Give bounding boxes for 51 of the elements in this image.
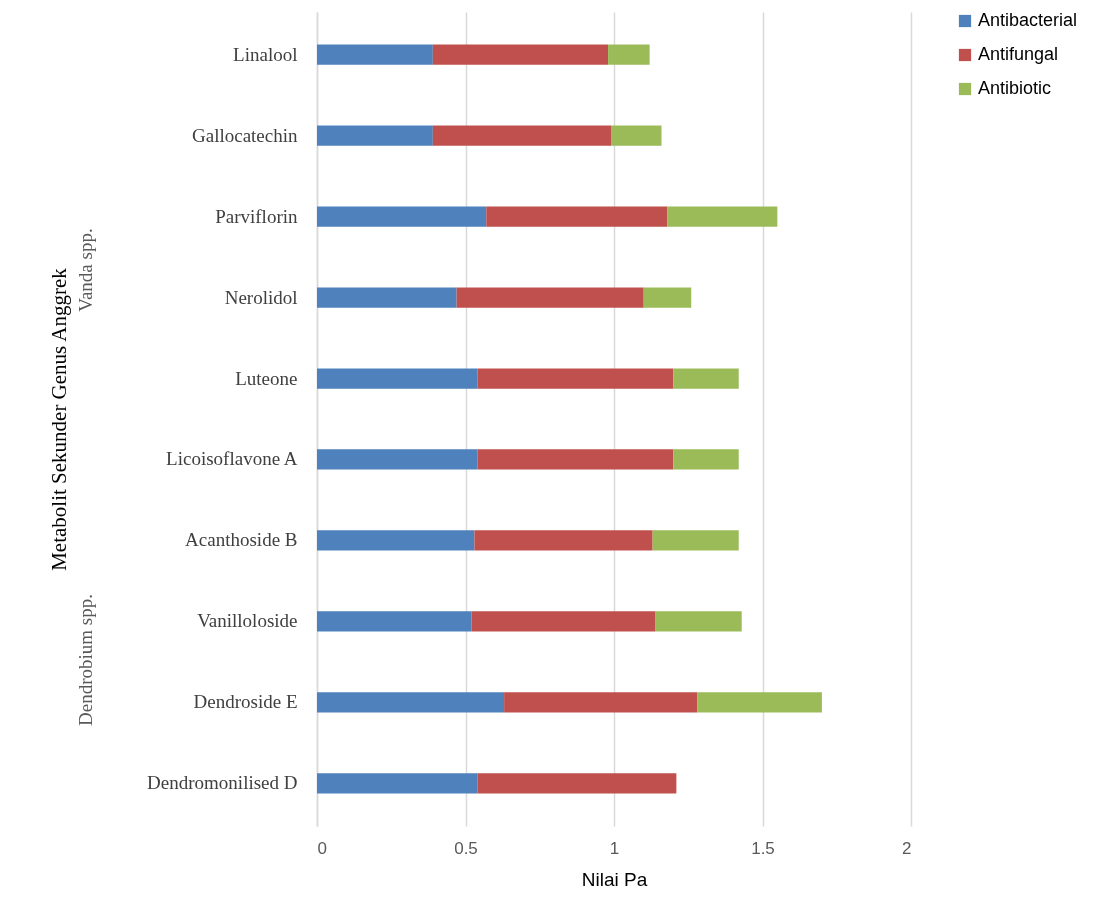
bar <box>317 773 478 794</box>
x-tick-label: 1 <box>609 838 620 858</box>
y-tick-label: Acanthoside B <box>185 529 298 551</box>
bar <box>673 368 739 389</box>
bar <box>317 530 475 551</box>
y-axis-title: Metabolit Sekunder Genus Anggrek <box>46 267 71 571</box>
bar <box>317 368 478 389</box>
bar <box>317 611 472 632</box>
bar <box>317 44 433 65</box>
bar <box>611 125 662 146</box>
bar <box>432 125 612 146</box>
x-tick-label: 0 <box>317 838 327 858</box>
bar <box>697 692 822 713</box>
bar <box>477 368 674 389</box>
y-tick-label: Nerolidol <box>224 286 298 308</box>
bar <box>317 287 457 308</box>
bar <box>504 692 698 713</box>
bar <box>477 449 674 470</box>
legend-label: Antifungal <box>978 44 1059 64</box>
bar <box>432 44 609 65</box>
bar <box>667 206 778 227</box>
y-tick-label: Luteone <box>235 367 298 389</box>
y-tick-label: Vanilloloside <box>197 610 298 632</box>
x-tick-label: 1.5 <box>751 838 775 858</box>
y-tick-label: Parviflorin <box>215 205 298 227</box>
y-tick-label: Dendroside E <box>193 691 298 713</box>
bar <box>474 530 653 551</box>
bar <box>317 125 433 146</box>
bar <box>486 206 668 227</box>
x-axis-title: Nilai Pa <box>581 868 648 890</box>
x-tick-label: 0.5 <box>454 838 478 858</box>
y-tick-label: Linalool <box>233 43 298 65</box>
text: Dendrobium spp. <box>75 594 97 726</box>
bar <box>652 530 739 551</box>
bar <box>477 773 677 794</box>
bar <box>317 449 478 470</box>
bar <box>643 287 692 308</box>
bar <box>456 287 644 308</box>
x-tick-label: 2 <box>902 838 912 858</box>
bar <box>608 44 650 65</box>
y-tick-label: Dendromonilised D <box>147 772 298 794</box>
legend-label: Antibacterial <box>978 10 1078 30</box>
bar <box>317 206 487 227</box>
bar <box>673 449 739 470</box>
text: Vanda spp. <box>75 228 97 312</box>
legend-label: Antibiotic <box>978 78 1052 98</box>
bar <box>317 692 505 713</box>
bar <box>471 611 656 632</box>
bar <box>655 611 742 632</box>
y-tick-label: Licoisoflavone A <box>166 448 298 470</box>
y-tick-label: Gallocatechin <box>191 124 298 146</box>
